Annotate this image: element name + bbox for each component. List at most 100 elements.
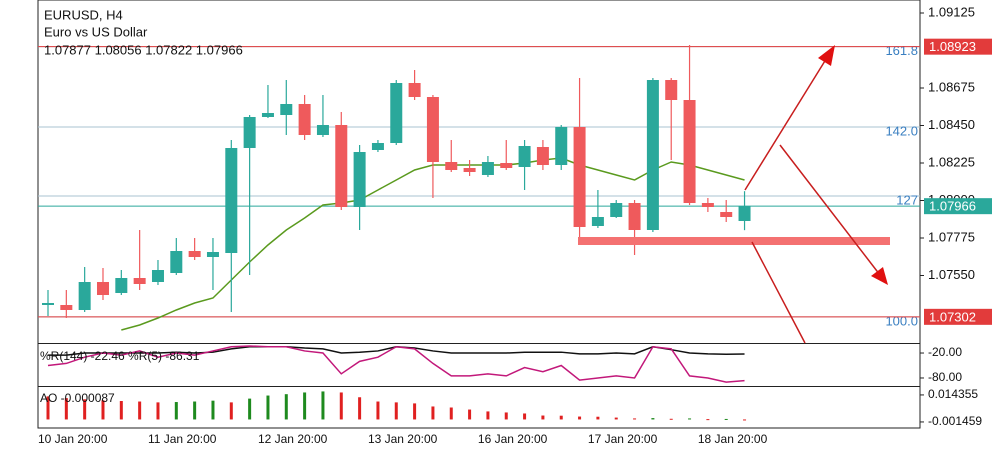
candle-body <box>701 203 714 207</box>
candle-body <box>445 162 458 170</box>
ao-bar <box>541 415 545 420</box>
y-tick-label: -20.00 <box>928 345 962 359</box>
ao-bar <box>669 418 673 420</box>
candle-body <box>316 125 329 135</box>
ao-bar <box>596 416 600 420</box>
ao-bar <box>743 419 747 421</box>
candle-body <box>738 206 751 221</box>
ao-bar <box>339 392 343 420</box>
ao-bar <box>156 402 160 420</box>
x-tick-label: 13 Jan 20:00 <box>368 432 438 446</box>
fib-label: 127 <box>896 192 918 207</box>
arrow-head <box>871 267 888 285</box>
candle-body <box>151 270 164 282</box>
ao-bar <box>193 401 197 420</box>
ao-bar <box>229 402 233 420</box>
ao-bar <box>614 417 618 420</box>
candle-body <box>426 97 439 162</box>
fib-label: 161.8 <box>885 43 918 58</box>
candle-body <box>573 127 586 227</box>
x-tick-label: 11 Jan 20:00 <box>148 432 217 446</box>
ao-bar <box>266 395 270 420</box>
ao-bar <box>83 399 87 420</box>
candle-body <box>500 163 513 168</box>
price-box-label: 1.08923 <box>929 39 976 54</box>
candle-body <box>720 212 733 217</box>
chart-layer: 161.8 142.0 127 100.0 1.09125 1.08675 1.08450 1… <box>38 4 992 446</box>
x-tick-label: 17 Jan 20:00 <box>588 432 658 446</box>
y-tick-label: 1.08675 <box>928 79 975 94</box>
candle-body <box>96 282 109 295</box>
ao-bar <box>651 418 655 420</box>
ao-bar <box>211 400 215 420</box>
candle-body <box>170 251 183 273</box>
ao-bar <box>706 419 710 421</box>
ao-bar <box>578 416 582 420</box>
price-box <box>924 198 992 215</box>
plot-frame <box>37 0 921 429</box>
y-tick-label: -0.001459 <box>928 414 982 428</box>
x-tick-label: 16 Jan 20:00 <box>478 432 548 446</box>
candle-body <box>536 147 549 165</box>
candle-body <box>353 152 366 207</box>
y-tick-label: 1.08450 <box>928 117 975 132</box>
candle-body <box>42 303 54 305</box>
candle-body <box>243 117 256 148</box>
fib-label: 100.0 <box>885 313 918 328</box>
ao-bar <box>376 401 380 420</box>
price-box-label: 1.07966 <box>929 199 976 214</box>
y-tick-label: 0.014355 <box>928 387 978 401</box>
candle-body <box>518 146 531 167</box>
candle-body <box>261 113 274 117</box>
candle-body <box>280 104 293 115</box>
candle-body <box>628 203 641 230</box>
candle-body <box>206 252 219 257</box>
y-tick-label: 1.08225 <box>928 154 975 169</box>
ao-bar <box>688 418 692 420</box>
symbol-subtitle: Euro vs US Dollar <box>44 24 148 39</box>
candle-body <box>481 162 494 175</box>
y-tick-label: 1.07775 <box>928 229 975 244</box>
ao-bar <box>468 409 472 420</box>
symbol-title: EURUSD, H4 <box>44 7 123 22</box>
ao-bar <box>46 396 50 420</box>
indicator-title: %R(144) -22.46 %R(5) -86.31 <box>40 349 200 363</box>
ao-bar <box>64 398 68 420</box>
y-tick-label: 1.07550 <box>928 267 975 282</box>
candle-body <box>683 100 696 203</box>
candle-body <box>298 104 311 135</box>
ao-bar <box>174 402 178 420</box>
ao-bar <box>248 398 252 420</box>
candle-body <box>335 125 348 207</box>
candle-body <box>610 203 623 217</box>
ao-bar <box>413 403 417 420</box>
ao-bar <box>138 401 142 420</box>
ao-bar <box>559 415 563 420</box>
x-tick-label: 12 Jan 20:00 <box>258 432 328 446</box>
ao-bar <box>449 407 453 420</box>
candle-body <box>115 278 128 293</box>
indicator-line <box>47 345 745 383</box>
trend-arrow <box>744 55 829 191</box>
candle-body <box>408 83 421 97</box>
ao-bar <box>431 406 435 420</box>
candle-body <box>646 80 659 230</box>
ao-bar <box>358 397 362 420</box>
candle-body <box>60 305 73 310</box>
x-tick-label: 18 Jan 20:00 <box>698 432 768 446</box>
candle-body <box>591 217 604 226</box>
price-box <box>924 308 992 325</box>
x-tick-label: 10 Jan 20:00 <box>38 432 108 446</box>
ao-bar <box>119 401 123 420</box>
candle-body <box>390 83 403 143</box>
ao-bar <box>284 394 288 420</box>
trend-line <box>751 241 806 344</box>
support-zone <box>578 237 890 245</box>
trend-arrow <box>779 144 881 276</box>
y-tick-label: -80.00 <box>928 370 962 384</box>
candle-body <box>371 143 384 150</box>
price-box <box>924 38 992 55</box>
ao-bar <box>486 411 490 420</box>
